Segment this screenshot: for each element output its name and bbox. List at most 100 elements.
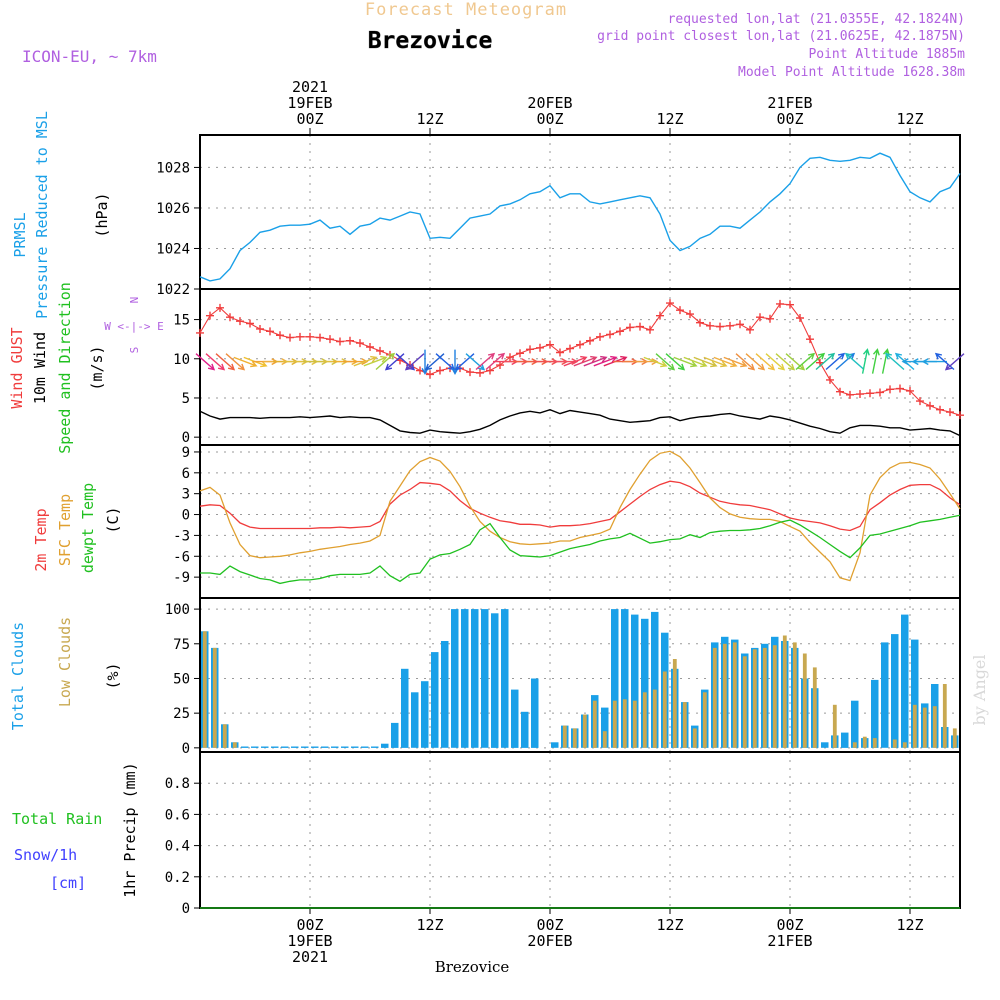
total-cloud-bar <box>901 614 909 748</box>
gust-marker <box>586 336 594 345</box>
gust-marker <box>316 333 324 342</box>
low-cloud-bar <box>632 700 637 748</box>
gust-marker <box>296 332 304 341</box>
gust-marker <box>926 401 934 410</box>
low-cloud-bar <box>782 635 787 748</box>
wind-arrow <box>424 353 445 371</box>
gust-marker <box>206 311 214 320</box>
x-tick-label-bottom: 19FEB <box>287 932 332 950</box>
temp2m-line <box>199 480 961 532</box>
gust-marker <box>496 361 504 370</box>
y-tick-label: 0.6 <box>165 807 190 823</box>
gust-marker <box>276 331 284 340</box>
wind-arrow <box>205 353 226 371</box>
total-cloud-bar <box>891 634 899 748</box>
point-altitude: Point Altitude 1885m <box>808 47 965 62</box>
total-cloud-bar <box>421 681 429 748</box>
wind-arrow <box>815 352 836 371</box>
gust-marker <box>736 320 744 329</box>
wind-arrow <box>703 356 728 368</box>
gust-marker <box>256 324 264 333</box>
wind-arrow <box>451 349 459 376</box>
low-cloud-bar <box>702 692 707 748</box>
total-cloud-bar <box>381 743 389 748</box>
wind-arrow <box>723 356 748 368</box>
low-cloud-bar <box>762 647 767 748</box>
gust-marker <box>676 306 684 315</box>
total-cloud-bar <box>481 609 489 748</box>
x-tick-label-bottom: 21FEB <box>767 932 812 950</box>
grid-point-coords: grid point closest lon,lat (21.0625E, 42… <box>597 29 965 44</box>
gust-marker <box>696 318 704 327</box>
low-cloud-bar <box>662 671 667 748</box>
total-cloud-bar <box>411 692 419 748</box>
gust-marker <box>306 332 314 341</box>
wind-arrow <box>944 353 965 371</box>
gust-marker <box>796 314 804 323</box>
gust-marker <box>886 385 894 394</box>
total-cloud-bar <box>291 746 299 748</box>
total-cloud-bar <box>441 641 449 748</box>
low-cloud-bar <box>582 714 587 748</box>
total-cloud-bar <box>261 746 269 748</box>
gust-marker <box>566 344 574 353</box>
low-cloud-bar <box>712 647 717 748</box>
gust-marker <box>766 314 774 323</box>
gust-marker <box>536 343 544 352</box>
y-tick-label: 25 <box>173 706 190 722</box>
y-tick-label: 6 <box>182 466 190 482</box>
gust-marker <box>666 299 674 308</box>
gust-marker <box>286 333 294 342</box>
low-cloud-bar <box>852 742 857 748</box>
gust-marker <box>786 300 794 309</box>
plot-layer: 1022102410261028051015-9-6-3036902550751… <box>156 78 965 966</box>
total-cloud-bar <box>461 609 469 748</box>
total-cloud-bar <box>341 746 349 748</box>
chart-title: Forecast Meteogram <box>365 0 567 20</box>
total-cloud-bar <box>391 722 399 748</box>
y-tick-label: 0.4 <box>165 839 190 855</box>
y-tick-label: 0 <box>182 901 190 917</box>
wind-arrow <box>395 353 416 371</box>
model-label: ICON-EU, ~ 7km <box>22 47 157 66</box>
total-cloud-bar <box>431 652 439 748</box>
x-tick-label-bottom: 12Z <box>896 916 923 934</box>
low-cloud-bar <box>692 728 697 748</box>
total-cloud-bar <box>351 746 359 748</box>
wind-arrow <box>583 355 608 367</box>
gust-marker <box>686 310 694 319</box>
model-altitude: Model Point Altitude 1628.38m <box>738 65 965 80</box>
x-tick-label-top: 12Z <box>416 110 443 128</box>
y-tick-label: 50 <box>173 671 190 687</box>
footer-location: Brezovice <box>435 958 510 976</box>
gust-marker <box>626 323 634 332</box>
wind-arrow <box>375 352 396 371</box>
gust-marker <box>656 311 664 320</box>
wind-arrow <box>765 353 786 371</box>
total-cloud-bar <box>281 746 289 748</box>
gust-marker <box>506 353 514 362</box>
low-cloud-bar <box>612 700 617 748</box>
wind-arrow <box>225 353 246 371</box>
low-cloud-bar <box>602 731 607 748</box>
wind-arrow <box>921 358 947 366</box>
total-cloud-bar <box>251 746 259 748</box>
total-clouds-label: Total Clouds <box>9 622 27 730</box>
low-cloud-bar <box>922 707 927 748</box>
low-cloud-bar <box>562 725 567 748</box>
wind-arrow <box>573 355 598 367</box>
gust-marker <box>516 349 524 358</box>
pressure-line <box>199 152 961 282</box>
y-tick-label: -6 <box>173 549 190 565</box>
total-cloud-bar <box>451 609 459 748</box>
x-tick-label-bottom: 20FEB <box>527 932 572 950</box>
gust-marker <box>636 322 644 331</box>
total-cloud-bar <box>611 609 619 748</box>
low-cloud-bar <box>872 738 877 748</box>
wind-arrow <box>655 353 676 371</box>
x-tick-label-top: 2021 <box>292 78 328 96</box>
gust-marker <box>706 321 714 330</box>
gust-marker <box>476 368 484 377</box>
y-tick-label: 15 <box>173 313 190 329</box>
compass-n: N <box>128 297 141 304</box>
